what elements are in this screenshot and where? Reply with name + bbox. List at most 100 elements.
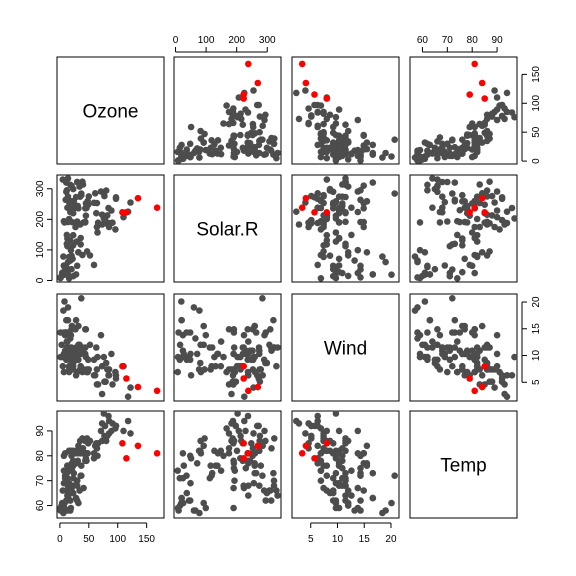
- highlight-point-34: [254, 79, 262, 87]
- tick-label: 80: [467, 35, 479, 46]
- data-point-71: [332, 229, 340, 236]
- data-point-95: [332, 469, 340, 477]
- data-point-68: [493, 213, 501, 221]
- data-point-102: [436, 331, 444, 339]
- data-point-120: [414, 304, 421, 311]
- data-point-101: [317, 457, 325, 465]
- data-point-83: [124, 417, 132, 425]
- data-point-71: [220, 353, 227, 361]
- data-point-69: [483, 218, 491, 226]
- data-point-72: [69, 255, 76, 263]
- data-point-32: [451, 344, 459, 351]
- data-point-123: [68, 182, 75, 189]
- data-point-19: [451, 179, 459, 186]
- data-point-81: [98, 437, 106, 445]
- data-point-83: [241, 393, 248, 401]
- data-point-89: [305, 219, 312, 226]
- data-point-111: [444, 368, 451, 376]
- data-point-109: [441, 262, 449, 269]
- data-point-105: [323, 447, 331, 455]
- data-point-114: [439, 209, 446, 216]
- data-point-115: [323, 154, 331, 162]
- data-point-86: [112, 226, 119, 233]
- data-point-104: [335, 204, 343, 211]
- data-point-122: [230, 350, 237, 358]
- data-point-116: [63, 497, 71, 504]
- data-point-15: [411, 253, 419, 260]
- data-point-116: [424, 187, 431, 194]
- data-point-112: [357, 218, 364, 226]
- data-point-106: [245, 150, 252, 157]
- data-point-113: [212, 147, 219, 154]
- data-point-108: [471, 350, 479, 358]
- data-point-93: [463, 350, 471, 358]
- tick-label: 150: [138, 534, 155, 545]
- data-point-111: [73, 368, 81, 376]
- data-point-112: [456, 218, 464, 226]
- data-point-30: [449, 190, 456, 197]
- data-point-88: [295, 221, 303, 228]
- data-point-0: [436, 219, 444, 226]
- panel-ozone-vs-temp: [409, 56, 518, 165]
- data-point-120: [190, 304, 198, 311]
- data-point-69: [82, 344, 89, 351]
- data-point-52: [483, 187, 491, 194]
- tick-label: 0: [57, 534, 63, 545]
- data-point-31: [329, 489, 337, 497]
- data-point-48: [314, 190, 322, 197]
- data-point-117: [342, 140, 349, 148]
- data-point-79: [82, 353, 90, 361]
- data-point-123: [68, 487, 75, 494]
- data-point-43: [252, 329, 260, 336]
- data-point-83: [503, 89, 511, 97]
- data-point-110: [369, 149, 377, 157]
- data-point-70: [342, 447, 349, 455]
- data-point-71: [94, 229, 101, 236]
- data-point-117: [270, 140, 278, 148]
- data-point-10: [434, 188, 441, 196]
- data-point-13: [274, 492, 281, 499]
- data-point-107: [176, 144, 184, 152]
- data-point-119: [175, 157, 182, 164]
- data-point-89: [501, 219, 508, 226]
- data-point-7: [61, 298, 68, 305]
- highlight-point-53: [481, 209, 489, 216]
- panel-solar-r-vs-solar-r: Solar.R: [173, 174, 282, 283]
- data-point-117: [73, 477, 81, 485]
- data-point-101: [317, 204, 325, 212]
- data-point-55: [344, 252, 352, 259]
- data-point-66: [302, 87, 309, 94]
- tick-label: 300: [35, 180, 46, 197]
- data-point-121: [329, 262, 337, 270]
- data-point-48: [91, 190, 99, 197]
- data-point-70: [473, 193, 481, 201]
- data-point-67: [493, 350, 501, 358]
- data-point-1: [323, 472, 331, 480]
- data-point-120: [414, 258, 421, 266]
- data-point-68: [323, 427, 331, 435]
- data-point-89: [230, 105, 237, 112]
- data-point-114: [342, 209, 349, 216]
- data-point-91: [363, 249, 371, 256]
- data-point-72: [335, 255, 343, 263]
- data-point-52: [326, 187, 334, 194]
- data-point-13: [429, 175, 436, 182]
- data-point-15: [196, 509, 203, 517]
- data-point-116: [63, 329, 71, 336]
- data-point-103: [180, 350, 188, 358]
- data-point-58: [93, 366, 101, 373]
- data-point-14: [344, 487, 352, 494]
- data-point-72: [461, 255, 469, 263]
- data-point-8: [317, 153, 325, 161]
- data-point-38: [79, 181, 87, 188]
- data-point-73: [466, 261, 474, 269]
- data-point-116: [424, 150, 431, 158]
- data-point-120: [190, 149, 198, 157]
- data-point-76: [463, 219, 471, 226]
- data-point-68: [493, 362, 501, 370]
- data-point-73: [90, 455, 98, 462]
- data-point-38: [268, 134, 275, 142]
- data-point-96: [82, 450, 89, 457]
- data-point-97: [251, 322, 258, 330]
- data-point-121: [329, 497, 337, 504]
